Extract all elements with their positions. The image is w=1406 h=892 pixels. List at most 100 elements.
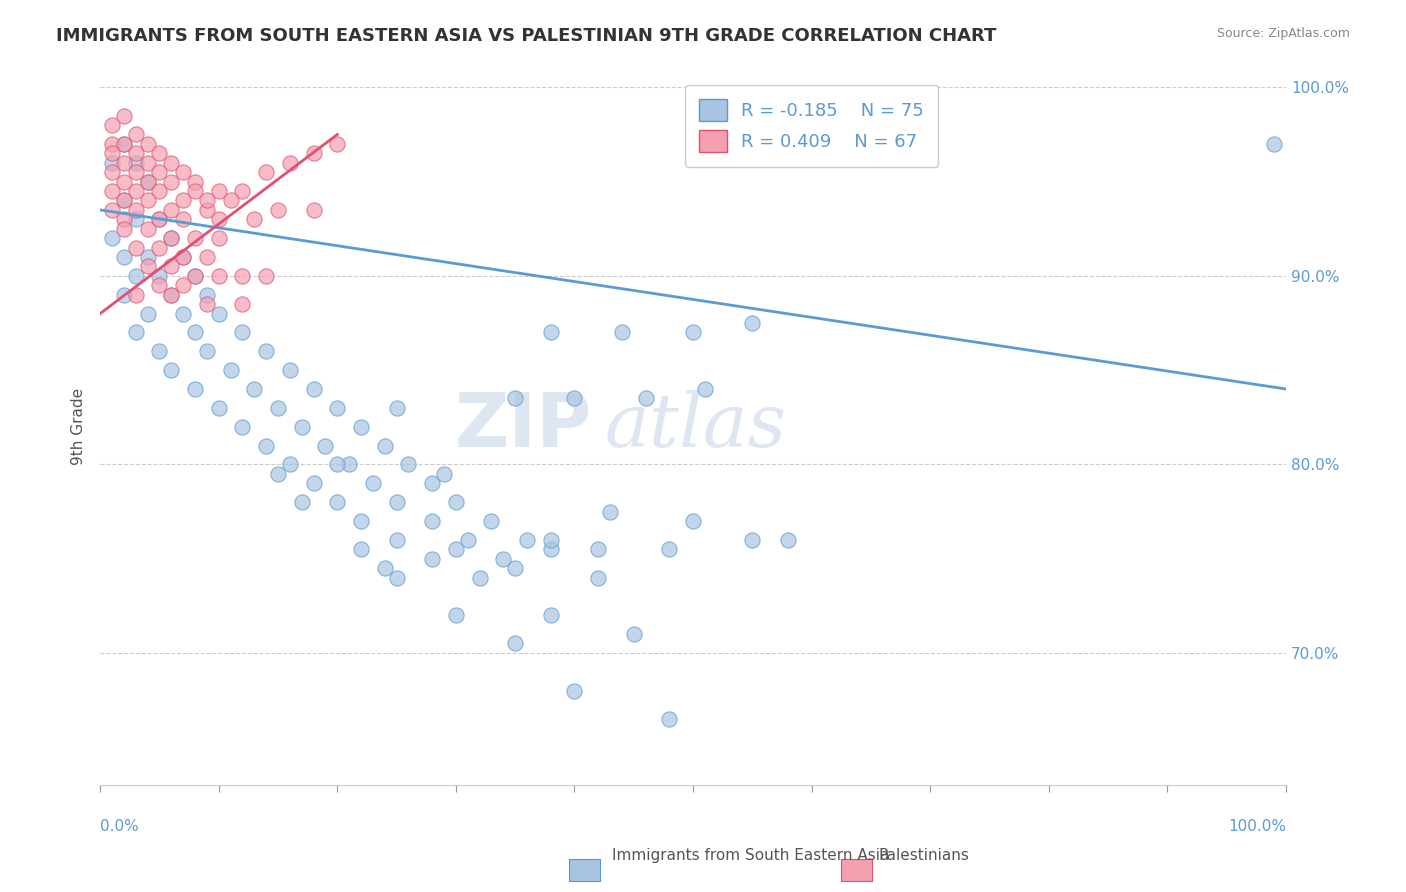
Point [623,627,645,641]
Point [208,401,231,415]
Point [231,268,253,283]
Point [776,533,799,547]
Point [361,476,384,491]
Point [125,326,148,340]
Point [398,458,420,472]
Point [254,268,277,283]
Point [350,514,373,528]
Point [374,438,396,452]
Point [112,175,135,189]
Point [267,202,290,217]
Point [326,136,349,151]
Point [101,118,124,132]
Point [243,212,266,227]
Point [231,326,253,340]
Point [125,202,148,217]
Point [172,278,194,293]
Point [148,165,170,179]
Point [481,514,503,528]
Point [278,155,301,169]
Point [444,608,467,623]
Point [101,146,124,161]
Point [337,458,360,472]
Point [136,175,159,189]
Point [184,268,207,283]
Point [634,392,657,406]
Point [101,231,124,245]
Point [125,184,148,198]
Point [184,184,207,198]
Text: atlas: atlas [605,391,786,463]
Point [278,363,301,377]
Point [564,392,586,406]
Point [291,419,314,434]
Point [172,212,194,227]
Point [610,326,633,340]
Point [824,146,846,161]
Point [160,363,183,377]
Point [148,212,170,227]
Point [420,476,443,491]
Point [125,155,148,169]
Point [136,260,159,274]
Point [136,175,159,189]
Point [433,467,456,481]
Point [586,542,609,557]
Point [350,542,373,557]
Point [420,551,443,566]
Text: ZIP: ZIP [456,390,592,463]
Point [195,344,218,359]
Point [658,712,681,726]
Point [101,202,124,217]
Point [693,382,716,396]
Point [385,495,408,509]
Point [195,297,218,311]
Point [302,202,325,217]
Point [350,419,373,434]
Point [125,128,148,142]
Point [444,542,467,557]
Point [136,155,159,169]
Point [540,533,562,547]
Text: Palestinians: Palestinians [879,848,970,863]
Point [172,194,194,208]
Point [112,136,135,151]
Point [101,155,124,169]
Point [160,202,183,217]
Point [243,382,266,396]
Point [112,109,135,123]
Point [492,551,515,566]
Point [184,382,207,396]
Point [682,514,704,528]
Point [302,476,325,491]
Point [741,533,763,547]
Point [503,392,526,406]
Point [136,250,159,264]
Point [101,165,124,179]
Point [254,438,277,452]
Point [540,326,562,340]
Point [148,146,170,161]
Text: 0.0%: 0.0% [100,819,139,834]
Point [125,241,148,255]
Point [516,533,538,547]
Point [326,458,349,472]
Point [540,542,562,557]
Point [172,307,194,321]
Text: Immigrants from South Eastern Asia: Immigrants from South Eastern Asia [612,848,889,863]
Point [302,382,325,396]
Point [184,175,207,189]
Point [148,268,170,283]
Point [160,287,183,301]
Point [125,165,148,179]
Point [374,561,396,575]
Point [112,194,135,208]
Point [136,194,159,208]
Point [184,326,207,340]
Point [148,184,170,198]
Point [195,250,218,264]
Point [420,514,443,528]
Point [136,307,159,321]
Point [291,495,314,509]
Point [160,287,183,301]
